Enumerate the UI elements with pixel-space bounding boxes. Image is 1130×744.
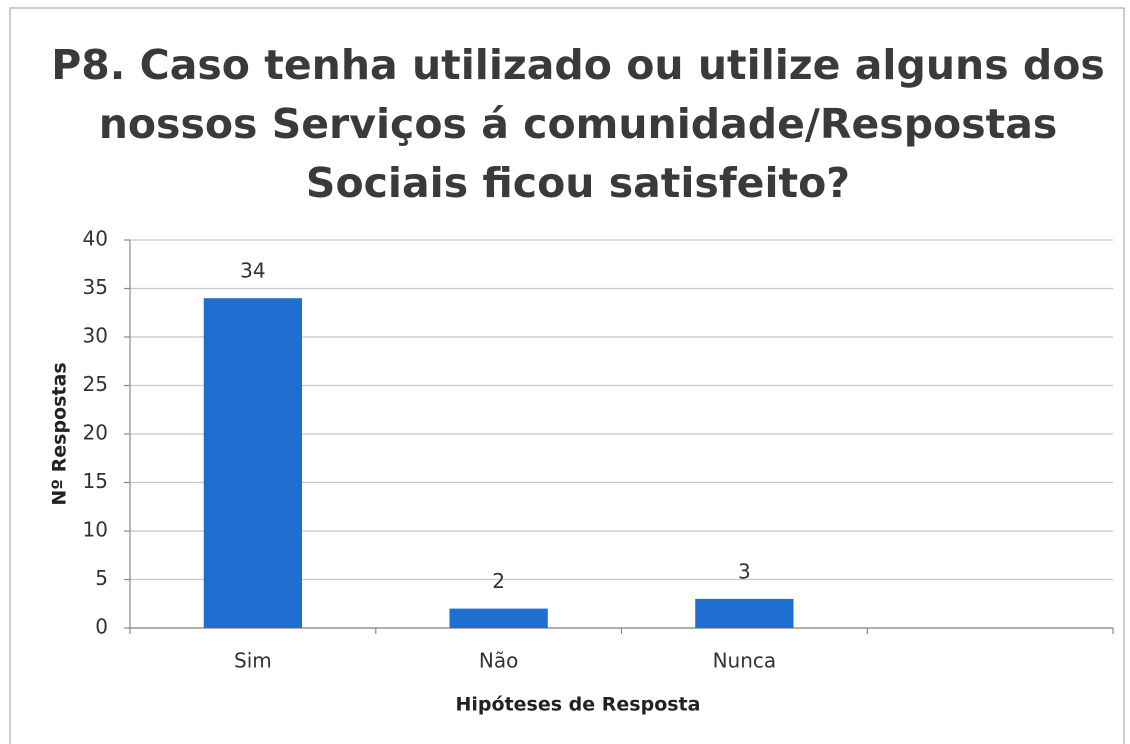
x-tick-label: Nunca: [713, 649, 777, 673]
y-tick-label: 5: [95, 566, 108, 590]
y-tick-label: 0: [95, 615, 108, 639]
chart-title: P8. Caso tenha utilizado ou utilize algu…: [51, 41, 1105, 89]
data-label: 34: [240, 259, 265, 283]
y-tick-label: 15: [83, 469, 108, 493]
bar: [449, 608, 548, 628]
y-tick-label: 25: [83, 372, 108, 396]
bar: [695, 598, 794, 628]
y-tick-label: 35: [83, 275, 108, 299]
data-label: 3: [738, 559, 751, 583]
data-label: 2: [492, 569, 505, 593]
chart-frame: [9, 7, 1125, 744]
chart-title: Sociais ficou satisfeito?: [306, 159, 850, 207]
x-tick-label: Sim: [234, 649, 272, 673]
y-tick-label: 10: [83, 518, 108, 542]
y-tick-label: 20: [83, 421, 108, 445]
x-axis-title: Hipóteses de Resposta: [456, 694, 701, 716]
y-tick-label: 30: [83, 324, 108, 348]
y-axis-title: Nº Respostas: [49, 362, 71, 505]
chart-title: nossos Serviços á comunidade/Respostas: [99, 100, 1058, 148]
bar: [203, 298, 303, 628]
x-tick-label: Não: [479, 649, 518, 673]
y-tick-label: 40: [83, 227, 108, 251]
